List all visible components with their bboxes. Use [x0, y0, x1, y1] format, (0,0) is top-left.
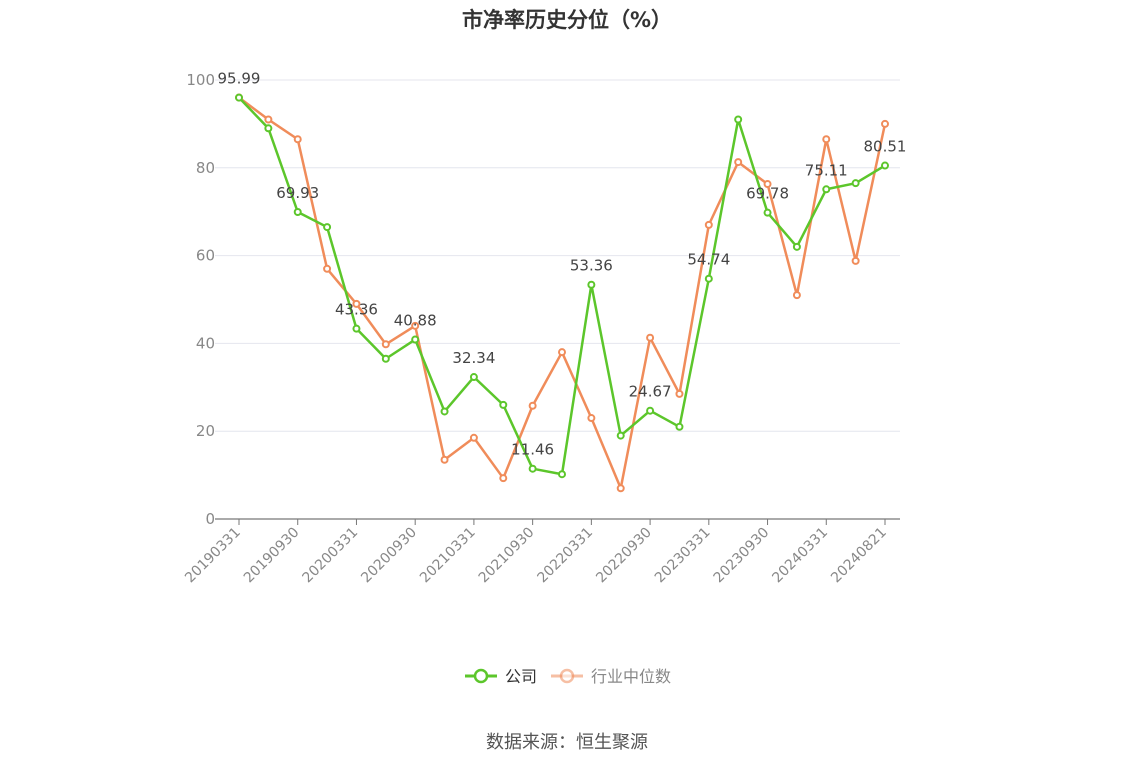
y-tick-label: 80 — [196, 159, 215, 177]
data-point-company — [440, 407, 449, 416]
series-line-company — [238, 96, 886, 476]
x-tick-label: 20220331 — [534, 525, 596, 587]
data-label: 40.88 — [394, 312, 437, 330]
data-point-company — [381, 354, 390, 363]
data-point-industry — [440, 455, 449, 464]
data-label: 69.78 — [746, 185, 789, 203]
data-point-company — [528, 464, 537, 473]
data-point-industry — [528, 401, 537, 410]
data-label: 80.51 — [864, 138, 907, 156]
data-point-industry — [499, 474, 508, 483]
data-point-industry — [558, 348, 566, 357]
data-point-industry — [822, 135, 831, 144]
data-point-industry — [792, 291, 801, 300]
x-tick-label: 20240331 — [769, 525, 831, 587]
data-point-industry — [352, 299, 361, 308]
data-point-industry — [881, 119, 889, 128]
data-point-company — [323, 223, 332, 232]
data-point-company — [558, 470, 566, 479]
data-label: 95.99 — [218, 70, 261, 88]
data-point-company — [881, 161, 889, 170]
y-tick-label: 40 — [196, 334, 215, 352]
legend-industry-label: 行业中位数 — [591, 667, 671, 686]
data-point-company — [646, 406, 655, 415]
legend-company-marker — [473, 668, 489, 684]
data-point-industry — [734, 158, 743, 167]
x-tick-label: 20190331 — [182, 525, 244, 587]
x-tick-label: 20230930 — [711, 525, 773, 587]
source-note: 数据来源：恒生聚源 — [486, 732, 648, 753]
data-point-industry — [411, 321, 420, 330]
data-point-company — [675, 422, 684, 431]
data-point-company — [264, 124, 273, 133]
data-point-company — [704, 274, 713, 283]
data-label: 43.36 — [335, 301, 378, 319]
data-point-company — [792, 242, 801, 251]
data-label: 54.74 — [687, 251, 730, 269]
data-label: 75.11 — [805, 161, 848, 179]
y-tick-label: 20 — [196, 422, 215, 440]
x-tick-label: 20230331 — [652, 525, 714, 587]
data-point-company — [763, 208, 772, 217]
data-label: 24.67 — [629, 383, 672, 401]
x-tick-label: 20200331 — [300, 525, 362, 587]
legend-industry-marker — [559, 668, 575, 684]
data-point-industry — [646, 333, 655, 342]
data-label: 53.36 — [570, 257, 613, 275]
data-point-industry — [293, 135, 302, 144]
x-tick-label: 20240821 — [828, 525, 890, 587]
chart-title: 市净率历史分位（%） — [461, 8, 673, 32]
x-tick-label: 20200930 — [358, 525, 420, 587]
data-point-industry — [763, 180, 772, 189]
data-point-industry — [704, 220, 713, 229]
data-point-company — [851, 179, 860, 188]
data-point-company — [587, 280, 596, 289]
data-point-industry — [675, 389, 684, 398]
data-point-industry — [851, 256, 860, 265]
data-point-company — [235, 93, 243, 102]
y-tick-label: 60 — [196, 247, 215, 265]
data-point-company — [469, 373, 478, 382]
data-point-company — [411, 335, 420, 344]
data-point-industry — [469, 433, 478, 442]
data-label: 69.93 — [276, 184, 319, 202]
x-tick-label: 20190930 — [241, 525, 303, 587]
data-point-industry — [323, 264, 332, 273]
data-point-company — [293, 208, 302, 217]
data-point-industry — [264, 115, 273, 124]
x-tick-label: 20210930 — [476, 525, 538, 587]
y-tick-label: 100 — [186, 71, 215, 89]
data-label: 11.46 — [511, 441, 554, 459]
legend-company-label: 公司 — [505, 667, 537, 686]
data-point-company — [499, 400, 508, 409]
data-point-company — [734, 115, 743, 124]
y-tick-label: 0 — [205, 510, 215, 528]
x-tick-label: 20210331 — [417, 525, 479, 587]
data-point-industry — [381, 340, 390, 349]
data-point-industry — [616, 484, 625, 493]
x-tick-label: 20220930 — [593, 525, 655, 587]
data-point-company — [352, 324, 361, 333]
data-point-company — [822, 185, 831, 194]
data-point-industry — [587, 414, 596, 423]
series-line-industry — [238, 96, 887, 490]
data-label: 32.34 — [452, 349, 495, 367]
data-point-company — [616, 431, 625, 440]
